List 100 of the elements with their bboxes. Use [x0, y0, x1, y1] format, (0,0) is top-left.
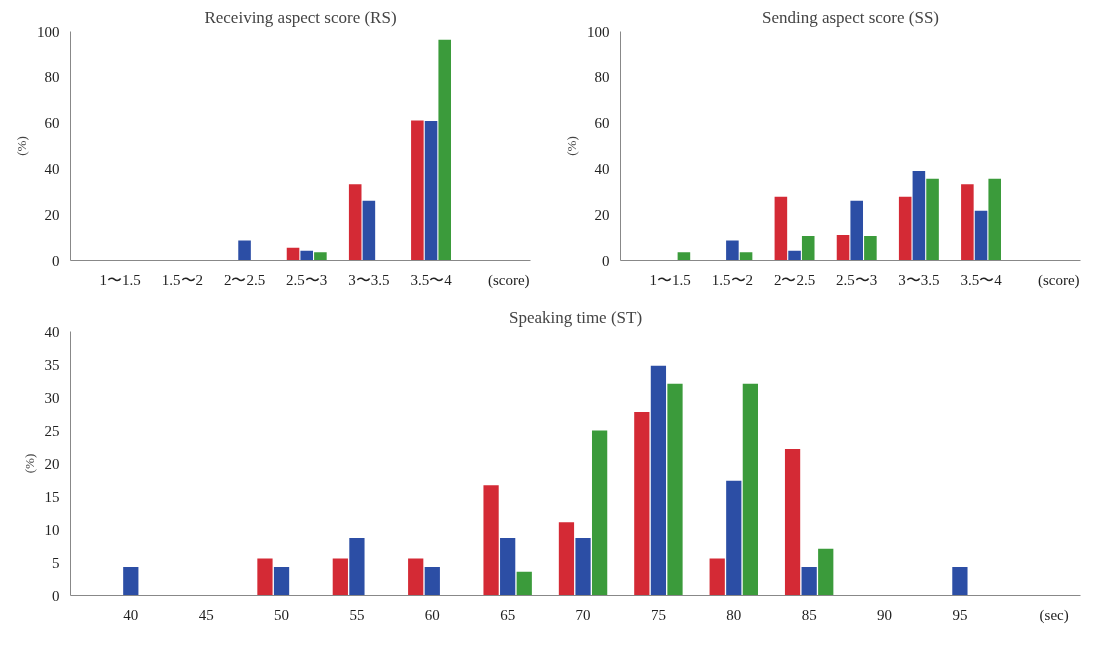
y-tick-label: 60	[594, 115, 610, 132]
x-tick-label: 1〜1.5	[649, 271, 691, 288]
bar	[988, 178, 1002, 261]
y-tick-label: 5	[52, 554, 60, 571]
y-tick-label: 80	[44, 69, 60, 86]
bar	[438, 39, 452, 261]
bar	[801, 236, 815, 261]
y-axis-title: (%)	[21, 453, 37, 474]
x-tick-label: 60	[424, 606, 440, 623]
y-tick-label: 0	[52, 252, 60, 269]
bar	[483, 485, 499, 596]
bar	[850, 200, 864, 261]
y-tick-label: 40	[44, 323, 60, 340]
y-tick-label: 20	[594, 206, 610, 223]
bar	[273, 567, 290, 596]
y-axis-title: (%)	[14, 136, 29, 156]
bar	[362, 200, 376, 261]
y-axis-title: (%)	[564, 136, 579, 156]
y-tick-label: 40	[44, 160, 60, 177]
x-tick-label: 1.5〜2	[161, 271, 204, 288]
y-tick-label: 25	[44, 422, 60, 439]
y-tick-label: 20	[44, 455, 60, 472]
y-tick-label: 15	[44, 488, 60, 505]
y-tick-label: 30	[44, 389, 60, 406]
bar	[726, 240, 739, 261]
x-tick-label: 70	[575, 606, 591, 623]
bar	[677, 252, 691, 261]
x-tick-label: 80	[726, 606, 742, 623]
x-tick-label: 50	[274, 606, 290, 623]
bar	[257, 558, 273, 596]
x-tick-label: 65	[500, 606, 516, 623]
x-tick-label: 2〜2.5	[223, 271, 266, 288]
x-tick-label: 3.5〜4	[410, 271, 453, 288]
bar	[818, 548, 834, 596]
chart-title: Speaking time (ST)	[508, 307, 643, 327]
x-tick-label: 3〜3.5	[348, 271, 390, 288]
bar	[314, 252, 327, 261]
y-tick-label: 60	[44, 115, 60, 132]
bar	[650, 365, 667, 596]
bar	[516, 571, 532, 596]
y-tick-label: 40	[594, 160, 610, 177]
x-tick-label: 2.5〜3	[286, 271, 328, 288]
x-axis-title: (score)	[487, 271, 530, 289]
y-tick-label: 100	[587, 23, 610, 40]
x-tick-label: 45	[198, 606, 214, 623]
bar	[667, 383, 683, 596]
chart-title: Receiving aspect score (RS)	[204, 7, 397, 27]
y-tick-label: 35	[44, 356, 60, 373]
bar	[784, 448, 801, 596]
x-tick-label: 2〜2.5	[773, 271, 816, 288]
y-tick-label: 80	[594, 69, 610, 86]
bar	[123, 567, 139, 596]
bar	[974, 210, 988, 261]
x-tick-label: 75	[650, 606, 666, 623]
x-tick-label: 1〜1.5	[99, 271, 141, 288]
y-tick-label: 10	[44, 521, 60, 538]
bar	[424, 567, 440, 596]
x-tick-label: 1.5〜2	[711, 271, 754, 288]
bar	[500, 538, 516, 596]
bar	[300, 250, 314, 261]
bar	[912, 170, 926, 261]
bar	[591, 430, 608, 596]
bar	[238, 240, 251, 261]
bar	[926, 178, 939, 261]
bar	[961, 184, 974, 261]
y-tick-label: 0	[52, 587, 60, 604]
bar	[864, 236, 877, 261]
bar	[348, 184, 362, 261]
bar	[424, 121, 438, 261]
bar	[408, 558, 424, 596]
chart-title: Sending aspect score (SS)	[761, 7, 940, 27]
bar	[801, 567, 817, 596]
y-tick-label: 20	[44, 206, 60, 223]
bar	[836, 235, 850, 261]
bar	[952, 567, 968, 596]
bar	[726, 480, 742, 596]
y-tick-label: 100	[37, 23, 60, 40]
x-axis-title: (score)	[1037, 271, 1080, 289]
bar	[709, 558, 725, 596]
bar	[898, 196, 912, 261]
x-tick-label: 3〜3.5	[898, 271, 940, 288]
x-tick-label: 90	[877, 606, 893, 623]
bar	[788, 250, 801, 261]
bar	[739, 252, 753, 261]
x-tick-label: 3.5〜4	[960, 271, 1003, 288]
y-tick-label: 0	[602, 252, 610, 269]
bar	[332, 558, 348, 596]
bar	[774, 196, 788, 261]
bar	[558, 522, 575, 596]
x-tick-label: 55	[349, 606, 365, 623]
bar	[634, 412, 650, 596]
bar	[575, 538, 591, 596]
x-tick-label: 40	[123, 606, 139, 623]
x-tick-label: 85	[801, 606, 817, 623]
bar	[742, 383, 758, 596]
bar	[411, 120, 424, 261]
x-tick-label: 95	[952, 606, 968, 623]
x-axis-title: (sec)	[1039, 606, 1069, 624]
x-tick-label: 2.5〜3	[836, 271, 878, 288]
bar	[349, 538, 365, 596]
